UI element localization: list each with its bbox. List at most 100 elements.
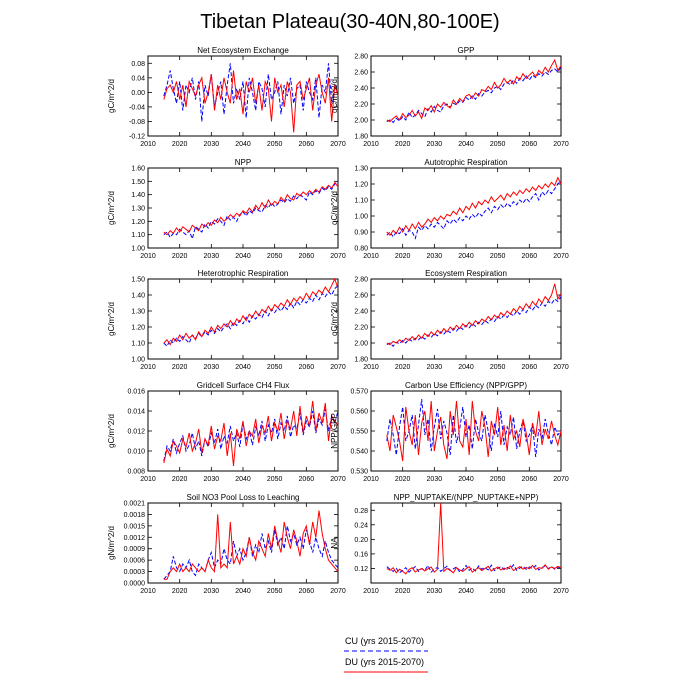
series-line-cu xyxy=(163,63,339,122)
panel-title: Heterotrophic Respiration xyxy=(198,269,289,278)
y-tick-label: 1.50 xyxy=(131,277,145,284)
x-tick-label: 2020 xyxy=(395,476,411,483)
y-tick-label: 0.550 xyxy=(350,429,368,436)
y-tick-label: 1.30 xyxy=(131,206,145,213)
y-tick-label: 0.0018 xyxy=(124,512,146,519)
x-tick-label: 2050 xyxy=(490,253,506,260)
panel-title: NPP_NUPTAKE/(NPP_NUPTAKE+NPP) xyxy=(394,493,539,502)
x-tick-label: 2030 xyxy=(204,253,220,260)
x-tick-label: 2070 xyxy=(330,364,346,371)
x-tick-label: 2030 xyxy=(204,476,220,483)
x-tick-label: 2050 xyxy=(267,253,283,260)
y-tick-label: 0.540 xyxy=(350,449,368,456)
x-tick-label: 2070 xyxy=(553,588,569,595)
y-tick-label: 1.10 xyxy=(354,198,368,205)
y-axis-label: NPP/GPP xyxy=(330,413,339,449)
y-tick-label: 0.010 xyxy=(127,449,145,456)
y-axis-label: gC/m^2/d xyxy=(330,79,339,113)
x-tick-label: 2060 xyxy=(522,141,538,148)
x-tick-label: 2030 xyxy=(427,588,443,595)
y-tick-label: 0.530 xyxy=(350,469,368,476)
y-tick-label: 2.00 xyxy=(354,341,368,348)
x-tick-label: 2030 xyxy=(204,364,220,371)
x-tick-label: 2010 xyxy=(140,588,156,595)
y-tick-label: 2.80 xyxy=(354,277,368,284)
x-tick-label: 2010 xyxy=(140,141,156,148)
y-tick-label: 1.30 xyxy=(354,166,368,173)
y-tick-label: 0.560 xyxy=(350,409,368,416)
series-line-cu xyxy=(163,180,339,241)
x-tick-label: 2040 xyxy=(235,476,251,483)
x-tick-label: 2030 xyxy=(427,364,443,371)
y-tick-label: 0.016 xyxy=(127,389,145,396)
x-tick-label: 2040 xyxy=(458,476,474,483)
x-tick-label: 2070 xyxy=(553,141,569,148)
panel-title: Net Ecosystem Exchange xyxy=(197,46,289,55)
legend-label-cu: CU (yrs 2015-2070) xyxy=(345,636,424,646)
series-line-cu xyxy=(386,563,562,574)
legend-label-du: DU (yrs 2015-2070) xyxy=(345,657,424,667)
series-line-du xyxy=(163,400,339,467)
series-line-cu xyxy=(163,408,339,462)
y-tick-label: 2.80 xyxy=(354,54,368,61)
y-tick-label: 1.10 xyxy=(131,232,145,239)
panel-frame xyxy=(147,167,339,249)
x-tick-label: 2040 xyxy=(458,364,474,371)
x-tick-label: 2060 xyxy=(299,588,315,595)
x-tick-label: 2010 xyxy=(140,476,156,483)
panel-9: Soil NO3 Pool Loss to Leaching gN/m^2/d 20… xyxy=(107,493,346,595)
y-tick-label: 0.80 xyxy=(354,246,368,253)
x-tick-label: 2010 xyxy=(363,141,379,148)
x-tick-label: 2070 xyxy=(330,253,346,260)
panel-3: NPP gC/m^2/d 2010 2020 2030 2040 2050 2060 2070 1… xyxy=(107,158,346,260)
y-tick-label: 0.16 xyxy=(354,551,368,558)
x-tick-label: 2060 xyxy=(299,476,315,483)
series-line-du xyxy=(163,510,339,580)
legend: CU (yrs 2015-2070) DU (yrs 2015-2070) xyxy=(344,636,428,673)
panel-title: Carbon Use Efficiency (NPP/GPP) xyxy=(405,381,527,390)
x-tick-label: 2020 xyxy=(172,141,188,148)
x-tick-label: 2070 xyxy=(330,476,346,483)
y-tick-label: 1.20 xyxy=(131,219,145,226)
y-tick-label: 1.10 xyxy=(131,341,145,348)
figure-title: Tibetan Plateau(30-40N,80-100E) xyxy=(200,11,499,33)
panel-title: Ecosystem Respiration xyxy=(425,269,507,278)
x-tick-label: 2040 xyxy=(235,364,251,371)
panel-1: Net Ecosystem Exchange gC/m^2/d 2010 2020 20… xyxy=(107,46,346,148)
y-axis-label: NA xyxy=(330,537,339,549)
x-tick-label: 2020 xyxy=(172,588,188,595)
x-tick-label: 2060 xyxy=(522,364,538,371)
y-tick-label: 2.00 xyxy=(354,118,368,125)
panel-title: Soil NO3 Pool Loss to Leaching xyxy=(187,493,300,502)
x-tick-label: 2010 xyxy=(363,364,379,371)
x-tick-label: 2050 xyxy=(267,141,283,148)
y-tick-label: 0.014 xyxy=(127,409,145,416)
y-tick-label: 1.50 xyxy=(131,179,145,186)
x-tick-label: 2030 xyxy=(204,588,220,595)
y-tick-label: 0.570 xyxy=(350,389,368,396)
y-tick-label: 0.0009 xyxy=(124,546,146,553)
y-tick-label: 0.04 xyxy=(131,75,145,82)
y-tick-label: 2.60 xyxy=(354,293,368,300)
x-tick-label: 2020 xyxy=(395,141,411,148)
y-tick-label: 1.00 xyxy=(354,214,368,221)
x-tick-label: 2060 xyxy=(299,253,315,260)
y-tick-label: 1.60 xyxy=(131,166,145,173)
x-tick-label: 2040 xyxy=(458,141,474,148)
series-line-du xyxy=(386,400,562,462)
y-tick-label: 1.80 xyxy=(354,134,368,141)
x-tick-label: 2050 xyxy=(490,141,506,148)
x-tick-label: 2010 xyxy=(140,253,156,260)
panel-5: Heterotrophic Respiration gC/m^2/d 2010 202… xyxy=(107,269,346,371)
y-tick-label: -0.08 xyxy=(129,119,145,126)
panel-2: GPP gC/m^2/d 2010 2020 2030 2040 2050 2060 2070 1… xyxy=(330,46,569,148)
x-tick-label: 2030 xyxy=(427,476,443,483)
series-line-cu xyxy=(386,180,562,240)
x-tick-label: 2020 xyxy=(395,364,411,371)
y-axis-label: gC/m^2/d xyxy=(107,302,116,336)
x-tick-label: 2060 xyxy=(522,253,538,260)
series-line-du xyxy=(386,283,562,346)
x-tick-label: 2070 xyxy=(553,253,569,260)
x-tick-label: 2070 xyxy=(553,364,569,371)
y-tick-label: 1.40 xyxy=(131,192,145,199)
